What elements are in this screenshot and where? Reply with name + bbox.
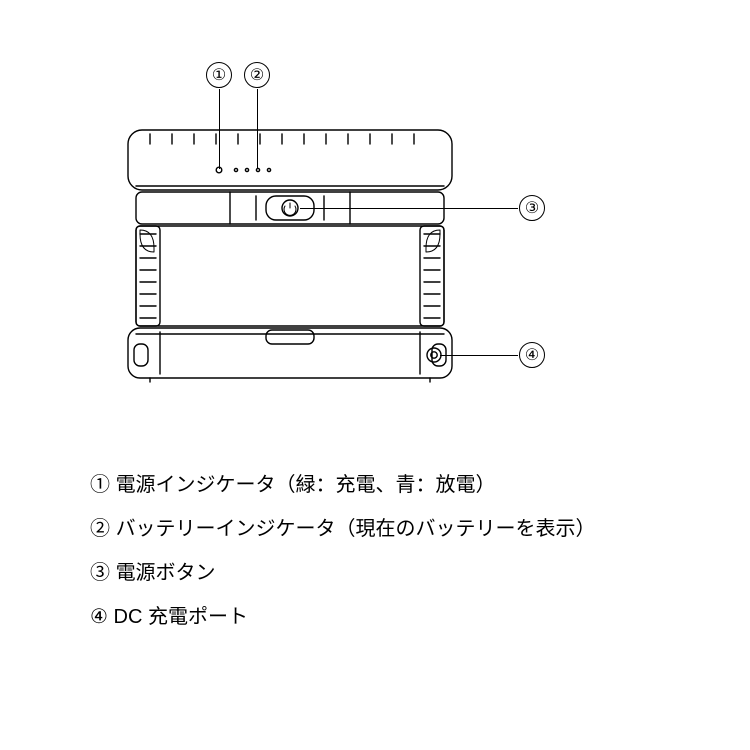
leader-4 [440, 355, 518, 356]
callout-1: ① [206, 62, 232, 88]
legend-text-3: 電源ボタン [116, 562, 216, 584]
legend-text-2: バッテリーインジケータ（現在のバッテリーを表示） [116, 518, 596, 540]
legend-text-1: 電源インジケータ（緑：充電、青：放電） [116, 474, 496, 496]
legend-num-2: ② [90, 518, 110, 540]
leader-1 [219, 89, 220, 169]
callout-1-num: ① [212, 67, 226, 84]
callout-3: ③ [519, 195, 545, 221]
legend-row-1: ① 電源インジケータ（緑：充電、青：放電） [90, 475, 596, 495]
legend-num-4: ④ [90, 606, 108, 628]
legend-row-2: ② バッテリーインジケータ（現在のバッテリーを表示） [90, 519, 596, 539]
leader-2 [257, 89, 258, 169]
device-line-drawing [110, 100, 470, 410]
callout-3-num: ③ [525, 200, 539, 217]
legend-text-4: DC 充電ポート [114, 606, 248, 628]
callout-2: ② [244, 62, 270, 88]
diagram-canvas: ① ② ③ ④ ① 電源インジケータ（緑：充電、青：放電） ② バッテリーインジ… [0, 0, 750, 750]
callout-4: ④ [519, 342, 545, 368]
legend: ① 電源インジケータ（緑：充電、青：放電） ② バッテリーインジケータ（現在のバ… [90, 475, 596, 651]
legend-row-4: ④ DC 充電ポート [90, 607, 596, 627]
legend-row-3: ③ 電源ボタン [90, 563, 596, 583]
legend-num-1: ① [90, 474, 110, 496]
callout-4-num: ④ [525, 347, 539, 364]
callout-2-num: ② [250, 67, 264, 84]
leader-3 [300, 208, 518, 209]
legend-num-3: ③ [90, 562, 110, 584]
